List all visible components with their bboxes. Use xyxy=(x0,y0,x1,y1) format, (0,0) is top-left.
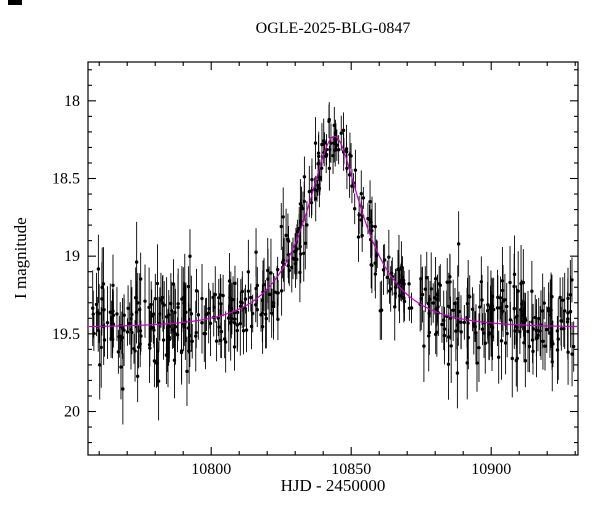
x-axis-label: HJD - 2450000 xyxy=(280,476,386,495)
svg-text:20: 20 xyxy=(64,404,80,421)
svg-text:10900: 10900 xyxy=(471,461,511,478)
svg-text:10800: 10800 xyxy=(191,461,231,478)
svg-text:18: 18 xyxy=(64,93,80,110)
svg-text:10850: 10850 xyxy=(331,461,371,478)
svg-text:18.5: 18.5 xyxy=(52,171,80,188)
screen-corner-artifact xyxy=(8,0,22,5)
chart-title: OGLE-2025-BLG-0847 xyxy=(255,20,411,37)
svg-text:19.5: 19.5 xyxy=(52,326,80,343)
svg-text:19: 19 xyxy=(64,248,80,265)
